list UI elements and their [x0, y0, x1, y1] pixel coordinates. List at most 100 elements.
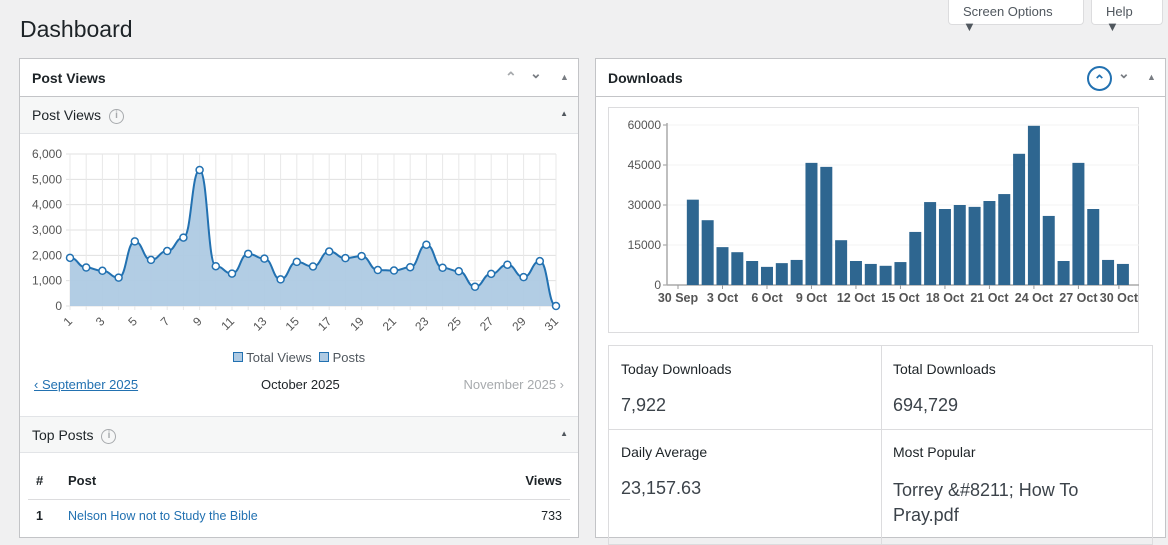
- x-tick-label: 31: [542, 314, 562, 334]
- y-tick-label: 15000: [628, 238, 662, 252]
- y-tick-label: 0: [55, 299, 62, 313]
- collapse-toggle-icon[interactable]: ▲: [560, 72, 569, 82]
- x-tick-label: 9 Oct: [796, 291, 828, 305]
- subtitle: Top Posts: [32, 427, 94, 443]
- post-views-panel: Post Views ⌃ ⌄ ▲ Post Views i ▲ 0 1,000 2,00…: [19, 58, 579, 538]
- collapse-icon[interactable]: ▲: [560, 429, 568, 438]
- x-tick-label: 27 Oct: [1059, 291, 1098, 305]
- move-up-icon[interactable]: ⌃: [1087, 66, 1112, 91]
- y-tick-label: 60000: [628, 118, 662, 132]
- table-header: # Post Views: [28, 473, 570, 500]
- collapse-icon[interactable]: ▲: [560, 109, 568, 118]
- post-views-subheader: Post Views i ▲: [20, 97, 578, 134]
- data-point: [98, 266, 107, 276]
- data-point: [519, 272, 528, 282]
- chart-legend: Total Views Posts: [20, 350, 578, 365]
- data-point: [308, 262, 318, 271]
- x-tick-label: 30 Sep: [658, 291, 699, 305]
- data-point: [179, 233, 188, 242]
- downloads-chart: 0 15000 30000 45000 60000 30 Sep 3 Oct 6 Oct 9 O…: [628, 118, 1139, 305]
- screen-options-button[interactable]: Screen Options ▼: [948, 0, 1084, 34]
- y-tick-label: 6,000: [32, 147, 62, 161]
- stat-value: Torrey &#8211; How To Pray.pdf: [893, 480, 1079, 525]
- data-point: [195, 165, 204, 175]
- x-tick-label: 12 Oct: [837, 291, 876, 305]
- data-point: [260, 254, 269, 263]
- data-point: [65, 253, 75, 263]
- bar: [731, 252, 744, 285]
- x-tick-label: 1: [60, 314, 75, 329]
- legend-total-views[interactable]: Total Views: [246, 350, 312, 365]
- bar: [924, 202, 937, 285]
- next-month-link[interactable]: November 2025 ›: [463, 377, 564, 392]
- collapse-toggle-icon[interactable]: ▲: [1147, 72, 1156, 82]
- data-point: [470, 282, 480, 291]
- x-tick-label: 6 Oct: [751, 291, 783, 305]
- x-tick-label: 23: [412, 314, 432, 334]
- data-point: [243, 249, 253, 259]
- bar: [775, 263, 788, 285]
- data-point: [227, 269, 237, 278]
- panel-header: Post Views ⌃ ⌄ ▲: [20, 59, 578, 97]
- panel-title: Downloads: [608, 70, 683, 86]
- top-posts-header: Top Posts i ▲: [20, 416, 578, 453]
- x-tick-label: 19: [347, 314, 367, 334]
- move-up-icon[interactable]: ⌃: [505, 69, 517, 85]
- x-tick-label: 29: [509, 314, 529, 334]
- y-tick-label: 5,000: [32, 172, 62, 186]
- bar: [1042, 215, 1055, 285]
- y-tick-label: 0: [654, 278, 661, 292]
- y-tick-label: 45000: [628, 158, 662, 172]
- prev-month-link[interactable]: ‹ September 2025: [34, 377, 139, 392]
- x-tick-label: 5: [125, 314, 140, 329]
- y-tick-label: 4,000: [32, 198, 62, 212]
- data-point: [357, 251, 366, 261]
- data-point: [373, 265, 383, 275]
- help-button[interactable]: Help ▼: [1091, 0, 1163, 34]
- col-post: Post: [68, 473, 97, 488]
- info-icon[interactable]: i: [101, 428, 117, 444]
- bar: [1116, 263, 1129, 285]
- downloads-panel: Downloads ⌃ ⌄ ▲ 0 15000 30000 45000 60000 30 …: [595, 58, 1166, 545]
- y-tick-label: 3,000: [32, 223, 62, 237]
- stat-value: 7,922: [621, 395, 667, 415]
- y-tick-label: 1,000: [32, 274, 62, 288]
- x-tick-label: 21 Oct: [970, 291, 1009, 305]
- bar: [1087, 209, 1100, 285]
- info-icon[interactable]: i: [109, 108, 124, 124]
- panel-title: Post Views: [32, 70, 106, 86]
- legend-swatch: [319, 352, 329, 362]
- bar: [1027, 125, 1040, 285]
- bar: [968, 206, 981, 285]
- x-tick-label: 27: [477, 314, 497, 334]
- data-point: [551, 301, 561, 311]
- x-tick-label: 15: [283, 314, 303, 334]
- x-tick-label: 18 Oct: [926, 291, 965, 305]
- legend-posts[interactable]: Posts: [332, 350, 366, 365]
- data-point: [162, 246, 172, 256]
- data-point: [114, 273, 123, 282]
- data-point: [486, 269, 496, 279]
- bar: [998, 194, 1011, 285]
- y-tick-label: 30000: [628, 198, 662, 212]
- bar: [805, 162, 818, 285]
- data-point: [535, 256, 545, 266]
- x-tick-label: 15 Oct: [881, 291, 920, 305]
- row-rank: 1: [36, 509, 43, 523]
- move-down-icon[interactable]: ⌄: [530, 65, 542, 81]
- move-down-icon[interactable]: ⌄: [1118, 65, 1130, 81]
- x-tick-label: 11: [218, 314, 237, 333]
- bar: [864, 263, 877, 285]
- bar: [849, 261, 862, 285]
- y-tick-label: 2,000: [32, 248, 62, 262]
- data-point: [146, 255, 156, 265]
- bar: [879, 265, 892, 285]
- data-point: [503, 260, 512, 269]
- bar: [820, 166, 833, 285]
- downloads-chart-box: 0 15000 30000 45000 60000 30 Sep 3 Oct 6 Oct 9 O…: [608, 107, 1139, 333]
- post-link[interactable]: Nelson How not to Study the Bible: [68, 509, 258, 523]
- data-point: [389, 266, 399, 275]
- bar: [1072, 162, 1085, 285]
- x-tick-label: 9: [190, 314, 205, 329]
